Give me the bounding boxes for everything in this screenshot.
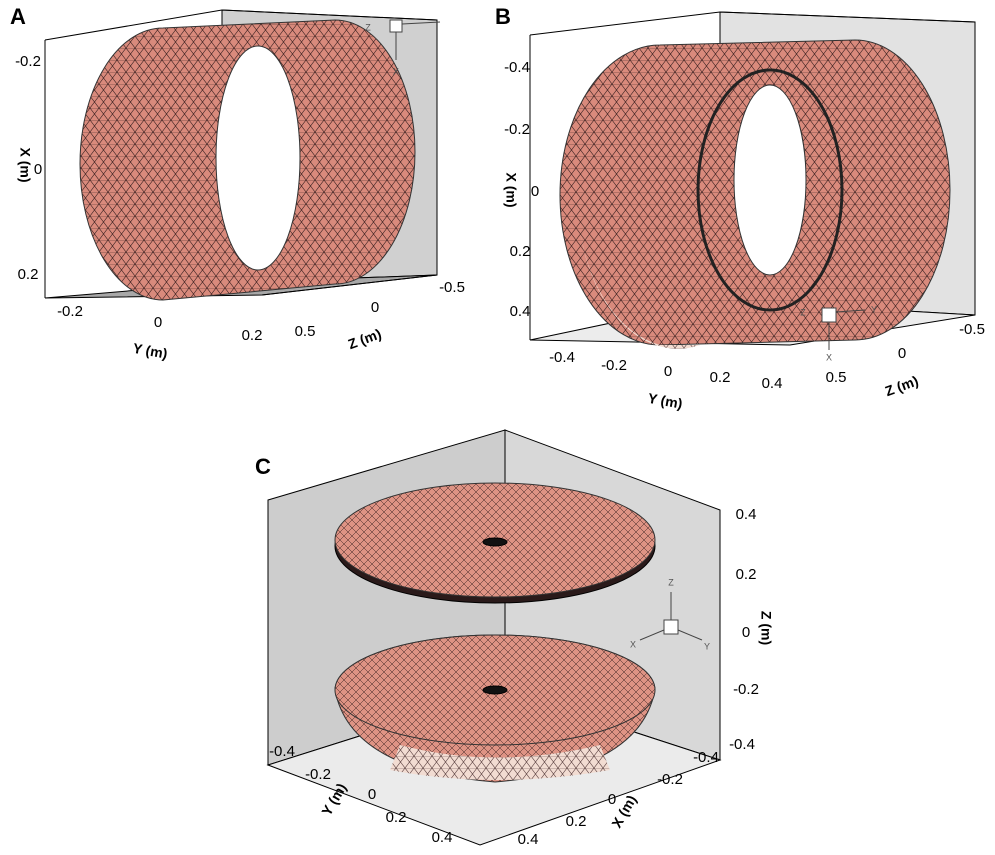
tick-label: 0 [608,791,616,808]
tick-label: -0.4 [729,736,755,753]
tick-label: 0 [664,363,672,380]
triad-label: Y [871,304,877,314]
triad-label: X [393,66,399,76]
triad-label: Z [800,307,806,317]
panel-a-box [45,10,437,300]
tick-label: 0 [368,786,376,803]
tick-label: 0.2 [566,813,587,830]
tick-label: -0.2 [733,681,759,698]
tick-label: -0.4 [269,743,295,760]
tick-label: 0 [531,183,539,200]
tick-label: 0.4 [510,303,531,320]
tick-label: -0.2 [657,771,683,788]
axis-title: X (m) [503,173,519,208]
tick-label: 0.2 [510,243,531,260]
tick-label: 0.2 [736,566,757,583]
axis-title: Z (m) [758,611,774,645]
panel-b-box [530,12,975,349]
tick-label: 0 [371,299,379,316]
triad-label: Z [365,22,371,32]
tick-label: 0.2 [386,809,407,826]
tick-label: 0.5 [826,369,847,386]
tick-label: -0.2 [57,303,83,320]
axis-title: Y (m) [647,390,684,412]
figure: A X (m) -0.2 0 0.2 Y (m) -0.2 0 0.2 Z (m) -0.5 0 0.5… [0,0,995,850]
tick-label: 0.4 [432,829,453,846]
tick-label: 0.4 [518,831,539,848]
axis-title: Z (m) [883,372,921,399]
tick-label: 0.2 [242,327,263,344]
tick-label: -0.4 [549,349,575,366]
axis-title: Z (m) [346,325,384,352]
tick-label: -0.5 [959,321,985,338]
tick-label: -0.2 [601,357,627,374]
tick-label: 0.5 [295,323,316,340]
tick-label: -0.2 [15,53,41,70]
tick-label: -0.4 [693,749,719,766]
tick-label: 0 [742,624,750,641]
triad-label: Y [704,641,710,651]
axis-title: X (m) [17,148,33,183]
tick-label: 0.4 [762,375,783,392]
tick-label: 0 [898,345,906,362]
triad-label: Z [668,577,674,587]
triad-label: X [630,639,636,649]
tick-label: -0.4 [504,59,530,76]
panel-label: A [10,4,26,29]
tick-label: -0.2 [305,766,331,783]
tick-label: 0.2 [710,369,731,386]
tick-label: 0 [34,161,42,178]
tick-label: 0.2 [18,266,39,283]
axis-title: Y (m) [132,340,169,362]
tick-label: -0.2 [504,121,530,138]
panel-label: C [255,454,271,479]
tick-label: -0.5 [439,279,465,296]
triad-label: X [826,352,832,362]
panel-label: B [495,4,511,29]
tick-label: 0.4 [736,506,757,523]
tick-label: 0 [154,314,162,331]
